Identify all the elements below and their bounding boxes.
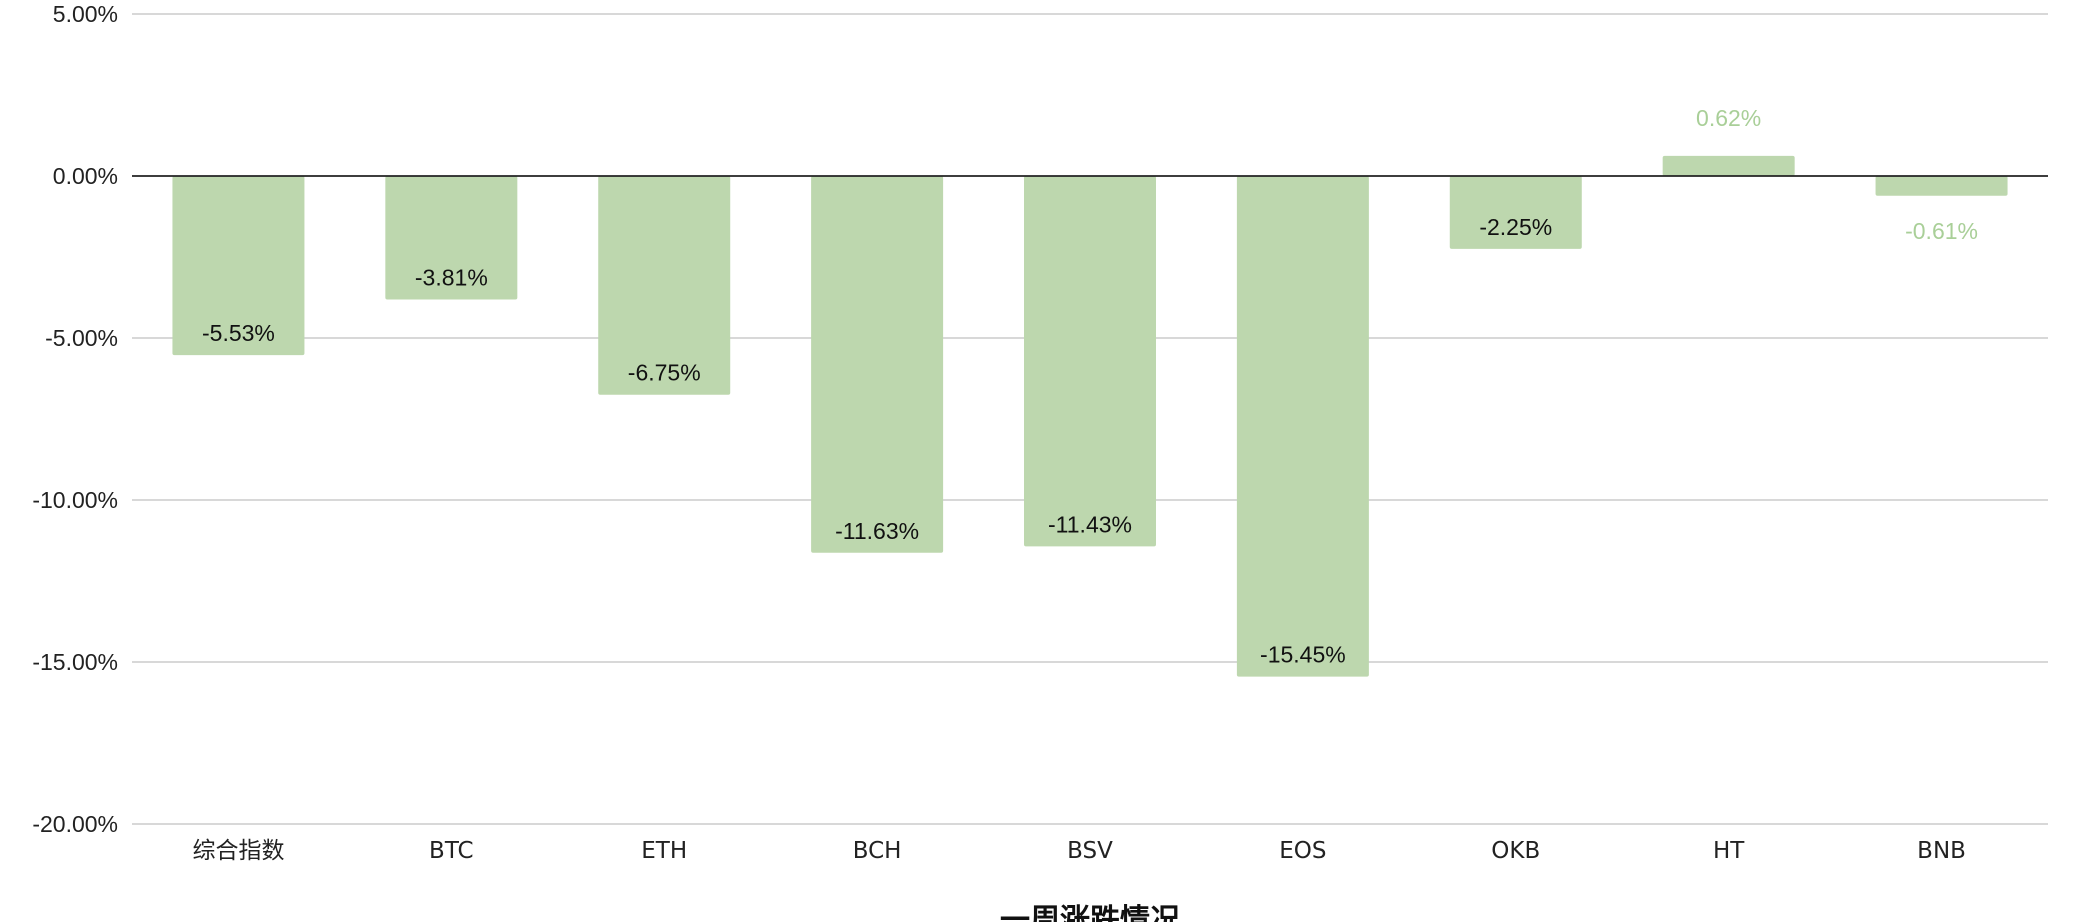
x-category-label: OKB	[1491, 838, 1540, 864]
bar	[811, 176, 944, 553]
y-tick-label: 5.00%	[53, 1, 118, 27]
bar	[1875, 176, 2008, 196]
y-tick-label: -5.00%	[45, 325, 118, 351]
data-label: -5.53%	[202, 320, 275, 346]
bars	[172, 155, 2008, 677]
bar	[1449, 176, 1582, 249]
bar	[1236, 176, 1369, 677]
y-axis-tick-labels: 5.00% 0.00% -5.00% -10.00% -15.00% -20.00%	[32, 1, 118, 837]
x-axis-category-labels: 综合指数 BTC ETH BCH BSV EOS OKB HT BNB	[192, 838, 1965, 864]
x-category-label: HT	[1713, 838, 1745, 864]
x-category-label: BSV	[1067, 838, 1113, 864]
x-category-label: BCH	[853, 838, 902, 864]
y-tick-label: -15.00%	[32, 649, 118, 675]
x-axis-title: 一周涨跌情况	[1000, 903, 1180, 922]
bar	[598, 176, 731, 395]
data-label: -11.43%	[1048, 511, 1132, 537]
x-category-label: BNB	[1917, 838, 1966, 864]
x-category-label: BTC	[429, 838, 474, 864]
x-category-label: ETH	[641, 838, 687, 864]
x-category-label: EOS	[1279, 838, 1326, 864]
data-label: -11.63%	[835, 518, 919, 544]
data-label: -2.25%	[1479, 214, 1552, 240]
y-tick-label: 0.00%	[53, 163, 118, 189]
bar	[172, 176, 305, 356]
y-tick-label: -20.00%	[32, 811, 118, 837]
y-tick-label: -10.00%	[32, 487, 118, 513]
data-label: 0.62%	[1696, 105, 1761, 131]
data-labels: -5.53% -3.81% -6.75% -11.63% -11.43% -15.45% -…	[202, 105, 1978, 668]
x-category-label: 综合指数	[192, 838, 284, 864]
data-label: -0.61%	[1905, 218, 1978, 244]
bar	[1024, 176, 1156, 547]
data-label: -6.75%	[628, 360, 701, 386]
data-label: -15.45%	[1260, 642, 1346, 668]
bar	[1662, 155, 1795, 176]
data-label: -3.81%	[415, 264, 488, 290]
bar	[385, 176, 518, 300]
